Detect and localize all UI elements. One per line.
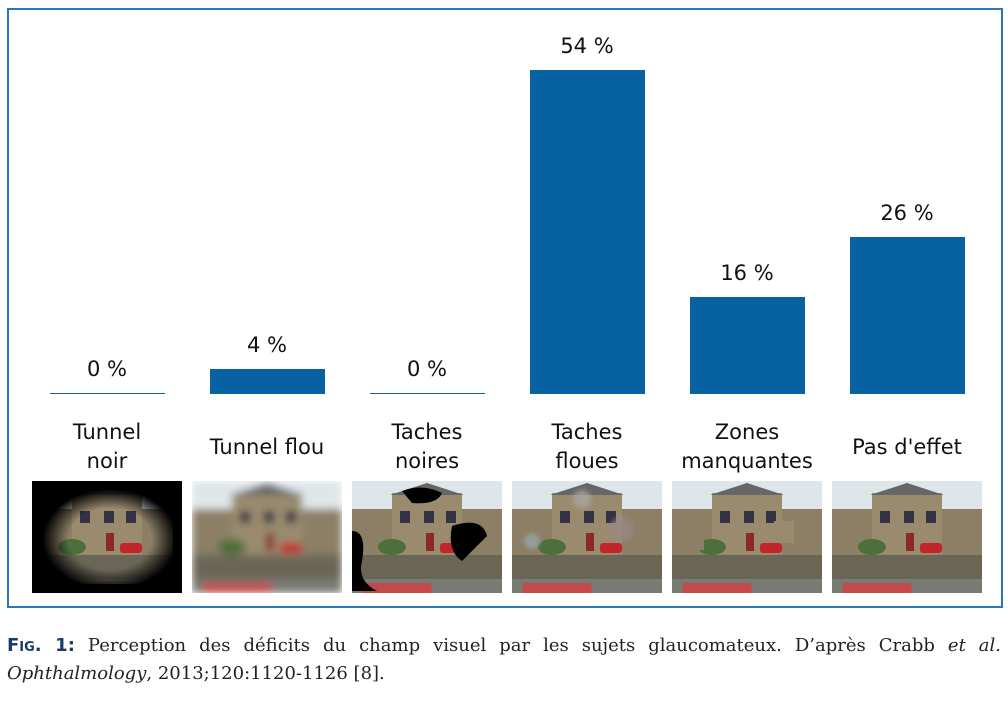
illustration (672, 481, 822, 593)
bar (209, 369, 325, 394)
caption-text: Perception des déficits du champ visuel … (74, 635, 948, 656)
caption-text: Ophthalmology (7, 663, 147, 684)
value-label: 54 % (560, 33, 614, 58)
illustration (512, 481, 662, 593)
bar (529, 69, 645, 394)
x-tick-label: Taches floues (551, 420, 623, 473)
image (832, 481, 982, 593)
value-label: 0 % (87, 357, 127, 381)
image (672, 481, 822, 593)
image (23, 472, 191, 602)
caption-label: Fig. 1: (7, 635, 75, 656)
illustration (192, 481, 342, 593)
bar (369, 393, 485, 394)
bar (49, 393, 165, 394)
value-label: 0 % (407, 357, 447, 381)
illustration (832, 481, 982, 593)
image (352, 481, 502, 593)
value-label: 16 % (720, 261, 774, 286)
x-tick-label: Pas d'effet (852, 434, 962, 459)
bar (689, 297, 805, 394)
x-tick-label: Zones manquantes (681, 420, 813, 473)
value-label: 4 % (247, 333, 287, 358)
illustration (23, 472, 191, 602)
value-label: 26 % (880, 201, 934, 226)
caption-text: et al. (947, 635, 1002, 656)
x-tick-label: Taches noires (391, 420, 463, 473)
image (512, 481, 662, 593)
caption-text: , 2013;120:1120-1126 [8]. (146, 663, 385, 684)
x-tick-label: Tunnel noir (72, 420, 142, 473)
bar (849, 237, 965, 394)
caption: Fig. 1: Perception des déficits du champ… (7, 632, 1001, 688)
chart-frame (7, 8, 1003, 608)
x-tick-label: Tunnel flou (209, 434, 325, 459)
image (192, 481, 342, 593)
illustration (352, 481, 502, 593)
